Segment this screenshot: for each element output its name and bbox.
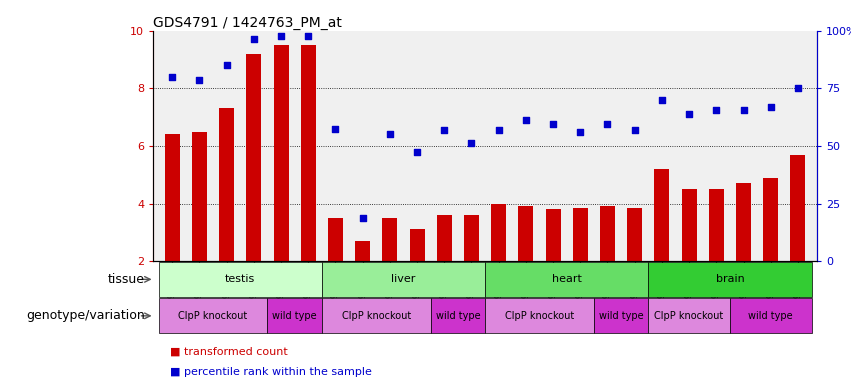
Bar [654, 169, 670, 261]
Point [546, 121, 560, 127]
Bar [682, 189, 697, 261]
Text: ClpP knockout: ClpP knockout [341, 311, 411, 321]
Point [410, 149, 424, 155]
Point [301, 33, 315, 40]
Text: wild type: wild type [599, 311, 643, 321]
Bar [158, 262, 322, 297]
Point [628, 127, 642, 133]
Text: wild type: wild type [436, 311, 480, 321]
Point [492, 127, 505, 133]
Point [601, 121, 614, 127]
Point [274, 33, 288, 40]
Point [437, 127, 451, 133]
Point [465, 140, 478, 146]
Bar [267, 298, 322, 333]
Bar [431, 298, 485, 333]
Bar [594, 298, 648, 333]
Text: wild type: wild type [748, 311, 793, 321]
Text: testis: testis [226, 274, 255, 285]
Bar [409, 230, 425, 261]
Text: wild type: wild type [272, 311, 317, 321]
Bar [322, 298, 431, 333]
Bar [328, 218, 343, 261]
Bar [220, 108, 234, 261]
Point [519, 117, 533, 123]
Bar [246, 54, 261, 261]
Bar [648, 298, 730, 333]
Bar [355, 241, 370, 261]
Text: ■ transformed count: ■ transformed count [170, 346, 288, 357]
Bar [485, 298, 594, 333]
Bar [518, 207, 534, 261]
Bar [485, 262, 648, 297]
Text: ClpP knockout: ClpP knockout [505, 311, 574, 321]
Point [764, 104, 778, 110]
Text: heart: heart [551, 274, 581, 285]
Point [192, 76, 206, 83]
Text: ■ percentile rank within the sample: ■ percentile rank within the sample [170, 366, 372, 377]
Bar [158, 298, 267, 333]
Point [737, 107, 751, 113]
Point [574, 128, 587, 135]
Bar [730, 298, 812, 333]
Bar [273, 45, 288, 261]
Bar [627, 208, 643, 261]
Point [356, 215, 369, 221]
Bar [709, 189, 724, 261]
Point [683, 111, 696, 117]
Text: genotype/variation: genotype/variation [26, 310, 145, 322]
Point [710, 107, 723, 113]
Bar [545, 209, 561, 261]
Bar [491, 204, 506, 261]
Bar [600, 207, 615, 261]
Point [383, 131, 397, 137]
Bar [763, 177, 778, 261]
Text: GDS4791 / 1424763_PM_at: GDS4791 / 1424763_PM_at [153, 16, 342, 30]
Bar [322, 262, 485, 297]
Point [655, 97, 669, 103]
Bar [736, 184, 751, 261]
Text: ClpP knockout: ClpP knockout [654, 311, 723, 321]
Point [220, 62, 233, 68]
Bar [437, 215, 452, 261]
Text: brain: brain [716, 274, 745, 285]
Point [791, 85, 805, 91]
Bar [464, 215, 479, 261]
Text: liver: liver [391, 274, 415, 285]
Bar [382, 218, 397, 261]
Text: ClpP knockout: ClpP knockout [179, 311, 248, 321]
Bar [192, 131, 207, 261]
Text: tissue: tissue [108, 273, 145, 286]
Point [328, 126, 342, 132]
Point [247, 36, 260, 42]
Bar [573, 208, 588, 261]
Bar [300, 45, 316, 261]
Bar [648, 262, 812, 297]
Bar [791, 154, 805, 261]
Bar [165, 134, 180, 261]
Point [165, 74, 179, 80]
